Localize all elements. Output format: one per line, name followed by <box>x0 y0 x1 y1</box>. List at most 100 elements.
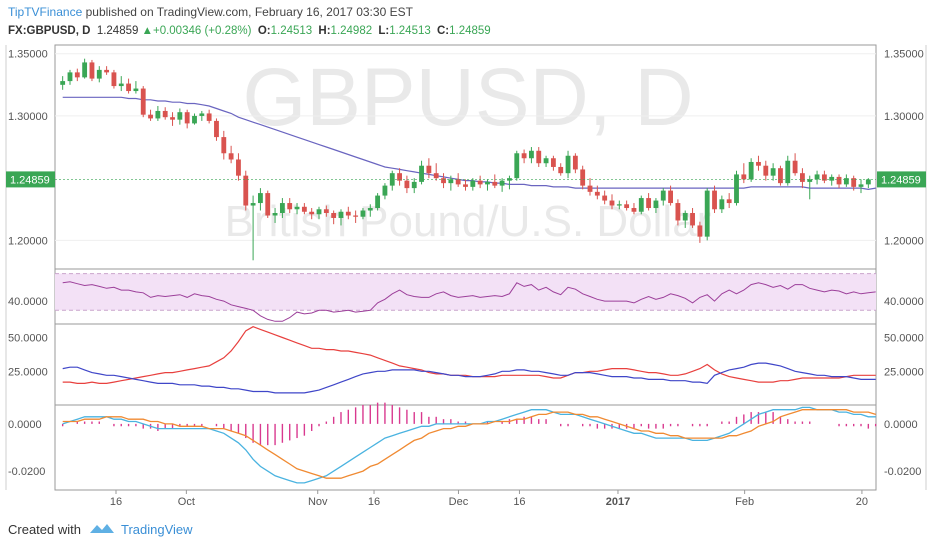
candle-body <box>748 161 754 180</box>
candle-body <box>485 181 490 185</box>
candle-body <box>287 203 293 210</box>
candle-body <box>192 115 197 124</box>
candle-body <box>323 209 329 213</box>
candle-body <box>507 178 512 181</box>
candle-body <box>433 173 439 179</box>
watermark-description: British Pound/U.S. Dollar <box>225 197 712 246</box>
candle-body <box>609 200 615 206</box>
pane-frame <box>54 404 877 491</box>
candle-body <box>111 72 117 87</box>
candle-body <box>258 193 263 204</box>
candle-body <box>316 209 322 215</box>
candle-body <box>572 155 578 170</box>
candle-body <box>455 179 461 185</box>
macd-tick-label-left: 0.0000 <box>8 419 42 431</box>
candle-body <box>785 160 791 184</box>
close-label: C: <box>436 25 450 37</box>
candle-body <box>814 174 820 180</box>
candle-body <box>602 195 608 201</box>
candle-body <box>529 150 534 159</box>
price-tick-label-left: 1.30000 <box>8 111 48 123</box>
candle-body <box>199 113 205 116</box>
tradingview-brand[interactable]: TradingView <box>120 521 193 537</box>
price-pane[interactable]: 1.35000 1.35000 1.30000 1.30000 1.20000 1.200… <box>6 49 926 261</box>
candle-body <box>162 110 168 118</box>
candle-body <box>301 206 307 212</box>
candle-body <box>690 213 695 226</box>
symbol-label: FX:GBPUSD, D <box>8 25 91 37</box>
macd-tick-label-right: 0.0000 <box>884 419 918 431</box>
candle-body <box>89 62 95 79</box>
candle-body <box>763 165 769 176</box>
candle-body <box>236 159 241 176</box>
candle-body <box>616 204 622 206</box>
candle-body <box>675 203 681 221</box>
candle-body <box>170 117 175 120</box>
candle-body <box>851 178 857 187</box>
candle-body <box>228 153 234 160</box>
candle-body <box>631 208 637 212</box>
candle-body <box>770 168 776 176</box>
adx-pane[interactable]: 50.0000 50.0000 25.0000 25.0000 <box>8 326 924 394</box>
candle-body <box>155 110 161 119</box>
macd-signal-line <box>62 409 876 479</box>
high-label: H: <box>318 25 331 37</box>
candle-body <box>521 153 527 159</box>
rsi-tick-label-right: 40.0000 <box>884 296 924 308</box>
rsi-pane[interactable]: 40.0000 40.0000 <box>8 273 924 322</box>
candle-body <box>558 166 564 174</box>
candle-body <box>580 169 586 186</box>
macd-tick-label-right: -0.0200 <box>884 466 921 478</box>
candle-body <box>309 211 315 215</box>
candle-body <box>778 168 783 184</box>
time-axis[interactable]: 16 Oct Nov 16 Dec 16 2017 Feb 20 <box>110 490 868 508</box>
adx-blue-line <box>62 362 876 394</box>
candle-body <box>756 161 761 166</box>
adx-tick-label-right: 25.0000 <box>884 366 924 378</box>
candle-body <box>477 180 483 185</box>
candle-body <box>470 180 476 187</box>
candle-body <box>712 190 717 210</box>
created-with-text: Created with <box>8 521 81 537</box>
pane-frames <box>5 44 927 491</box>
candle-body <box>375 195 381 209</box>
last-price-badge-right <box>877 171 926 188</box>
candle-body <box>865 179 871 185</box>
candle-body <box>177 112 183 120</box>
time-tick-label: Oct <box>178 496 195 508</box>
candle-body <box>140 88 146 115</box>
watermark-symbol: GBPUSD, D <box>242 52 693 143</box>
candle-body <box>82 62 88 78</box>
candle-body <box>741 174 747 180</box>
candle-body <box>338 211 344 218</box>
candle-body <box>243 175 249 206</box>
candle-body <box>397 173 402 181</box>
candle-body <box>426 165 432 174</box>
last-price: 1.24859 <box>96 25 139 37</box>
candle-body <box>294 206 300 210</box>
candle-body <box>148 114 153 119</box>
author-link[interactable]: TipTVFinance <box>8 5 83 19</box>
candle-body <box>279 203 285 213</box>
candle-body <box>726 199 732 204</box>
adx-tick-label-left: 25.0000 <box>8 366 48 378</box>
candle-body <box>345 211 351 216</box>
time-tick-label: 16 <box>368 496 380 508</box>
candle-body <box>536 150 542 164</box>
footer: Created with TradingView <box>8 521 193 537</box>
last-price-badge-left <box>6 171 55 188</box>
published-text: published on TradingView.com, February 1… <box>85 5 413 19</box>
macd-line <box>62 406 876 484</box>
last-price-label-left: 1.24859 <box>10 174 50 186</box>
candle-body <box>792 160 798 174</box>
candle-body <box>448 179 454 184</box>
macd-pane[interactable]: 0.0000 0.0000 -0.0200 -0.0200 <box>8 402 921 484</box>
candle-body <box>67 72 73 82</box>
candle-body <box>638 198 644 212</box>
candle-body <box>126 83 131 92</box>
adx-tick-label-right: 50.0000 <box>884 333 924 345</box>
close-value: 1.24859 <box>449 25 491 37</box>
price-tick-label-right: 1.35000 <box>884 49 924 61</box>
price-tick-label-left: 1.20000 <box>8 235 48 247</box>
